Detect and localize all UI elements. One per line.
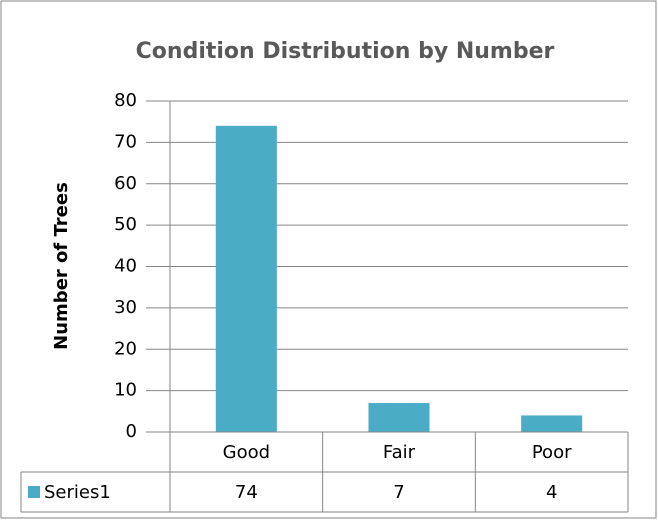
y-tick-label: 70 <box>114 131 137 152</box>
y-tick-label: 50 <box>114 214 137 235</box>
x-tick-label: Fair <box>383 442 416 463</box>
table-value: 74 <box>235 482 258 503</box>
table-value: 7 <box>393 482 404 503</box>
chart-title: Condition Distribution by Number <box>136 39 555 64</box>
legend-key <box>28 486 40 498</box>
x-tick-label: Good <box>223 442 270 463</box>
bar <box>368 403 430 432</box>
x-tick-label: Poor <box>532 442 572 463</box>
table-value: 4 <box>546 482 557 503</box>
y-tick-label: 0 <box>126 421 137 442</box>
y-tick-label: 80 <box>114 90 137 111</box>
bar <box>521 415 583 432</box>
y-tick-label: 60 <box>114 173 137 194</box>
y-tick-label: 40 <box>114 256 137 277</box>
y-tick-label: 10 <box>114 380 137 401</box>
bar <box>215 125 277 432</box>
y-tick-label: 30 <box>114 297 137 318</box>
y-axis-label: Number of Trees <box>51 182 72 350</box>
legend-label: Series1 <box>44 482 111 503</box>
y-tick-label: 20 <box>114 338 137 359</box>
